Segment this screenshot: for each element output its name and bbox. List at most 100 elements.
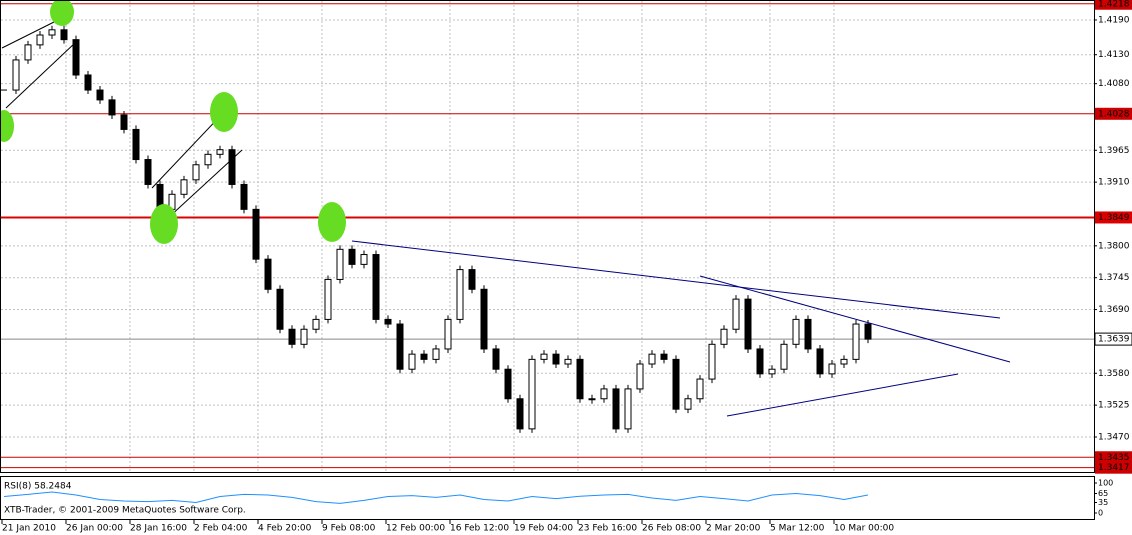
candle: [384, 318, 392, 325]
candle: [780, 343, 788, 370]
y-tick-label: 1.3965: [1098, 146, 1130, 156]
candle: [864, 323, 872, 340]
candle: [36, 34, 44, 46]
candle: [468, 269, 476, 290]
candle: [768, 368, 776, 375]
trendline: [726, 373, 959, 417]
highlight: [0, 110, 14, 142]
grid: [1, 1, 1094, 472]
rsi-tick-label: 65: [1098, 489, 1108, 498]
rsi-tick-label: 35: [1098, 498, 1108, 507]
candle: [564, 358, 572, 365]
channel-line: [5, 41, 77, 109]
footer: XTB-Trader, © 2001-2009 MetaQuotes Softw…: [4, 506, 246, 516]
candle: [492, 348, 500, 370]
candle: [756, 348, 764, 375]
y-tick-label: 1.4130: [1098, 50, 1130, 60]
level-label-box: [1095, 211, 1132, 224]
candle: [552, 353, 560, 365]
trendline: [699, 275, 1011, 363]
rsi-label: RSI(8) 58.2484: [4, 482, 72, 492]
candle: [720, 328, 728, 345]
candle: [360, 254, 368, 265]
y-tick-label: 1.3580: [1098, 369, 1130, 379]
level-label-box: [1094, 332, 1132, 346]
x-tick-label: 19 Feb 04:00: [514, 524, 573, 534]
candle: [276, 288, 284, 330]
candles: [1, 25, 872, 433]
candle: [432, 348, 440, 360]
candle: [228, 149, 236, 185]
trendlines: [1, 17, 1011, 417]
candle: [516, 398, 524, 430]
candle: [612, 388, 620, 430]
x-tick-label: 23 Feb 16:00: [578, 524, 637, 534]
x-tick-label: 26 Feb 08:00: [642, 524, 701, 534]
candle: [528, 358, 536, 430]
candle: [60, 29, 68, 41]
candle: [348, 248, 356, 265]
level-label: 1.4028: [1098, 109, 1130, 119]
y-tick-label: 1.3800: [1098, 241, 1130, 251]
x-tick-label: 2 Feb 04:00: [194, 524, 248, 534]
level-label: 1.3639: [1098, 335, 1130, 345]
candle: [744, 298, 752, 350]
rsi-line: [3, 491, 869, 504]
x-axis: 21 Jan 2010 26 Jan 00:00 28 Jan 16:00 2 Feb…: [1, 520, 894, 534]
trendline: [351, 240, 1001, 319]
candle: [684, 398, 692, 410]
y-tick-label: 1.4190: [1098, 15, 1130, 25]
candle: [816, 348, 824, 375]
candle: [732, 298, 740, 330]
x-tick-label: 10 Mar 00:00: [834, 524, 894, 534]
candle: [336, 248, 344, 280]
candle: [120, 114, 128, 130]
level-label-box: [1095, 461, 1132, 474]
candle: [264, 258, 272, 290]
candle: [828, 363, 836, 375]
candle: [204, 153, 212, 166]
candle: [696, 378, 704, 400]
highlights: [0, 0, 346, 244]
level-label-box: [1095, 451, 1132, 464]
x-tick-label: 9 Feb 08:00: [322, 524, 376, 534]
candle: [588, 398, 596, 401]
x-tick-label: 2 Mar 20:00: [706, 524, 761, 534]
level-label-box: [1095, 107, 1132, 120]
plot-border: [0, 0, 1095, 473]
candle: [444, 318, 452, 350]
candle: [420, 353, 428, 360]
candle: [456, 269, 464, 320]
y-tick-label: 1.3470: [1098, 432, 1130, 442]
x-tick-label: 16 Feb 12:00: [450, 524, 509, 534]
candle: [324, 278, 332, 320]
candle: [24, 44, 32, 61]
level-label: 1.3435: [1098, 453, 1130, 463]
candle: [396, 323, 404, 370]
levels: [1, 3, 1094, 469]
highlight: [318, 202, 346, 242]
candle: [192, 164, 200, 181]
candle: [648, 353, 656, 365]
candle: [504, 368, 512, 400]
candle: [300, 328, 308, 345]
y-tick-label: 1.3525: [1098, 401, 1130, 411]
candle: [252, 208, 260, 260]
x-tick-label: 5 Mar 12:00: [770, 524, 825, 534]
candle: [288, 328, 296, 345]
level-label: 1.4218: [1098, 0, 1130, 9]
channel-line: [167, 149, 243, 219]
y-tick-label: 1.3690: [1098, 305, 1130, 315]
channel-line: [151, 111, 225, 189]
x-tick-label: 4 Feb 20:00: [258, 524, 312, 534]
y-tick-label: 1.3745: [1098, 273, 1130, 283]
level-label: 1.3417: [1098, 463, 1130, 473]
candle: [672, 358, 680, 410]
candle: [144, 159, 152, 185]
candle: [852, 323, 860, 360]
candle: [216, 149, 224, 155]
